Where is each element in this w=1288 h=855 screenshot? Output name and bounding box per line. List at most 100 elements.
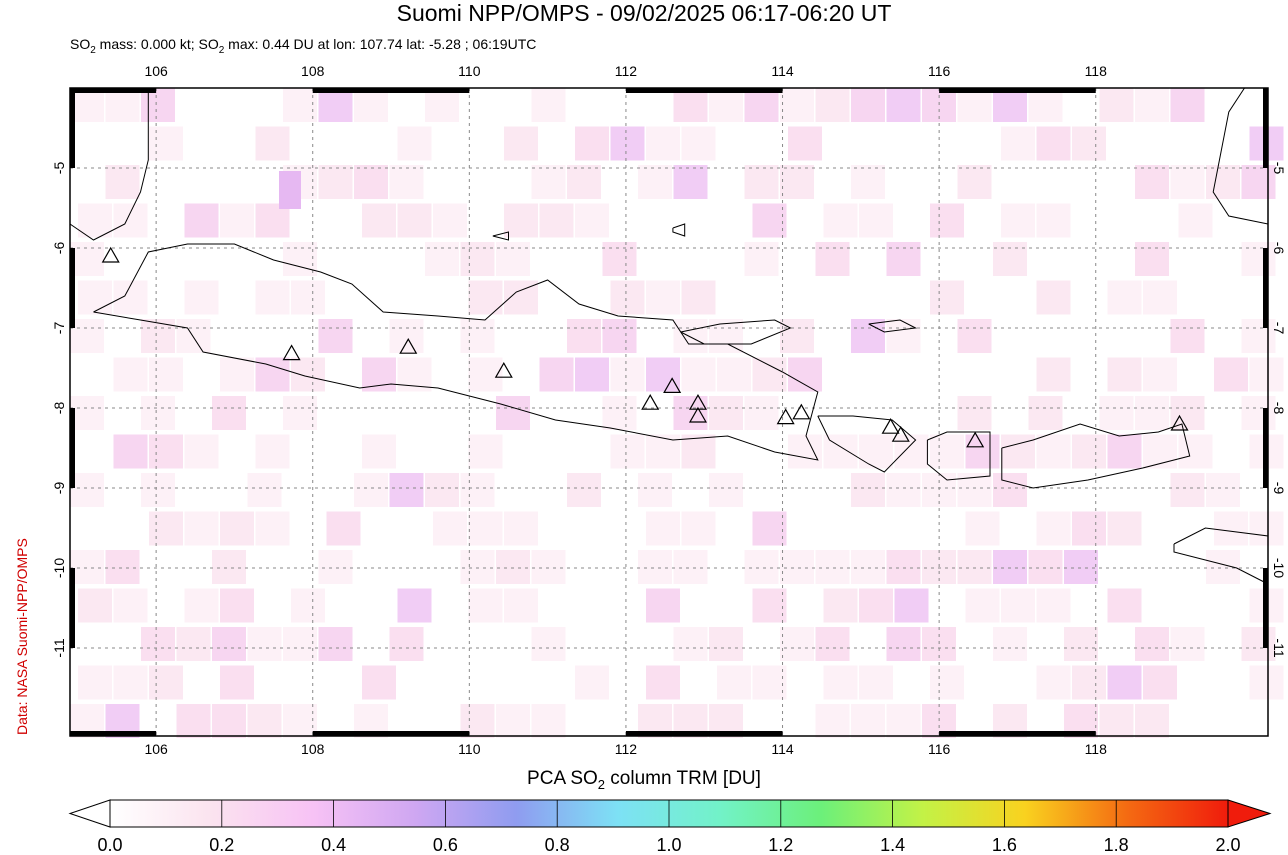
so2-pixel bbox=[78, 665, 112, 700]
so2-pixel bbox=[709, 473, 743, 507]
so2-pixel bbox=[255, 126, 290, 161]
so2-pixel bbox=[113, 357, 148, 392]
so2-pixel bbox=[957, 319, 992, 353]
colorbar-tick-label: 0.6 bbox=[433, 835, 458, 855]
so2-pixel bbox=[859, 588, 893, 623]
so2-pixel bbox=[567, 319, 601, 353]
so2-pixel bbox=[1072, 126, 1106, 161]
so2-pixel bbox=[283, 88, 317, 122]
so2-pixel bbox=[247, 627, 282, 661]
lat-tick-label-left: -7 bbox=[51, 322, 67, 335]
lat-tick-label-left: -10 bbox=[51, 558, 67, 578]
so2-pixel bbox=[433, 203, 467, 238]
so2-pixel bbox=[184, 434, 219, 469]
so2-pixel bbox=[291, 588, 325, 623]
so2-pixel bbox=[1036, 434, 1071, 469]
volcano-triangle-icon bbox=[399, 337, 418, 354]
so2-pixel bbox=[602, 396, 637, 430]
coast-sumbawa bbox=[1001, 423, 1191, 489]
so2-pixel bbox=[1170, 88, 1205, 122]
so2-pixel bbox=[1028, 396, 1063, 430]
so2-pixel bbox=[531, 165, 566, 199]
so2-pixel bbox=[255, 203, 290, 238]
so2-pixel bbox=[646, 511, 680, 546]
so2-pixel bbox=[673, 88, 708, 122]
so2-pixel bbox=[389, 627, 424, 661]
so2-pixel bbox=[460, 319, 495, 353]
lat-tick-label-right: -5 bbox=[1271, 162, 1287, 175]
colorbar-title: PCA SO2 column TRM [DU] bbox=[0, 768, 1288, 792]
so2-pixel bbox=[362, 434, 396, 469]
so2-pixel bbox=[425, 88, 459, 122]
so2-pixel bbox=[886, 473, 921, 507]
volcano-triangle-icon bbox=[891, 425, 910, 442]
frame-segment-top bbox=[939, 88, 1096, 93]
so2-pixel bbox=[496, 704, 530, 738]
so2-pixel-layer bbox=[70, 88, 1284, 738]
coast-bawean bbox=[672, 223, 686, 237]
coast-karimunjawa bbox=[492, 231, 509, 241]
so2-pixel bbox=[354, 165, 388, 199]
so2-pixel bbox=[397, 126, 432, 161]
subtitle-sub: 2 bbox=[90, 44, 96, 56]
so2-pixel bbox=[149, 511, 183, 546]
so2-pixel bbox=[1001, 588, 1035, 623]
so2-pixel bbox=[389, 165, 424, 199]
so2-pixel bbox=[744, 550, 779, 584]
so2-pixel bbox=[397, 588, 432, 623]
frame-segment-right bbox=[1263, 568, 1268, 648]
colorbar-tick-label: 1.8 bbox=[1104, 835, 1129, 855]
so2-pixel bbox=[1028, 550, 1063, 584]
so2-pixel bbox=[965, 511, 1000, 546]
so2-pixel bbox=[1135, 396, 1169, 430]
so2-pixel bbox=[1028, 88, 1063, 122]
so2-pixel bbox=[149, 357, 183, 392]
lon-tick-label-bottom: 110 bbox=[458, 741, 481, 757]
so2-pixel bbox=[247, 473, 282, 507]
so2-pixel bbox=[113, 665, 148, 700]
colorbar-tick-label: 1.0 bbox=[656, 835, 681, 855]
so2-pixel bbox=[930, 203, 964, 238]
so2-pixel bbox=[1241, 627, 1276, 661]
so2-pixel bbox=[1001, 203, 1035, 238]
so2-pixel bbox=[638, 165, 672, 199]
so2-pixel bbox=[291, 357, 325, 392]
so2-pixel bbox=[70, 473, 104, 507]
so2-pixel bbox=[504, 126, 538, 161]
so2-pixel bbox=[744, 242, 779, 276]
so2-pixel bbox=[886, 550, 921, 584]
so2-pixel bbox=[859, 203, 893, 238]
so2-pixel bbox=[1170, 627, 1205, 661]
so2-pixel bbox=[1036, 357, 1071, 392]
colorbar-high-arrow bbox=[1227, 799, 1272, 828]
lat-tick-label-left: -6 bbox=[51, 242, 67, 255]
colorbar-title-sub: 2 bbox=[597, 776, 606, 792]
volcano-layer bbox=[101, 246, 1189, 448]
so2-pixel bbox=[744, 396, 779, 430]
so2-pixel bbox=[1241, 319, 1276, 353]
so2-pixel bbox=[1135, 704, 1169, 738]
so2-pixel bbox=[460, 473, 495, 507]
so2-pixel bbox=[610, 126, 645, 161]
so2-pixel bbox=[646, 126, 680, 161]
so2-pixel bbox=[886, 704, 921, 738]
so2-pixel bbox=[212, 396, 246, 430]
frame-segment-top bbox=[625, 88, 783, 93]
so2-pixel bbox=[212, 550, 246, 584]
so2-pixel bbox=[610, 434, 645, 469]
so2-pixel bbox=[788, 357, 822, 392]
so2-pixel bbox=[531, 704, 566, 738]
frame-segment-right bbox=[1263, 88, 1268, 168]
frame-segment-left bbox=[70, 568, 75, 648]
lon-tick-label-top: 112 bbox=[615, 63, 638, 79]
so2-pixel bbox=[930, 665, 964, 700]
so2-pixel bbox=[425, 473, 459, 507]
so2-pixel bbox=[752, 665, 787, 700]
subtitle-mid: mass: 0.000 kt; SO bbox=[95, 36, 219, 52]
so2-pixel bbox=[1135, 165, 1169, 199]
so2-pixel bbox=[1107, 588, 1142, 623]
so2-pixel bbox=[283, 704, 317, 738]
so2-pixel bbox=[1241, 242, 1276, 276]
so2-pixel bbox=[851, 473, 885, 507]
so2-pixel bbox=[1214, 357, 1248, 392]
